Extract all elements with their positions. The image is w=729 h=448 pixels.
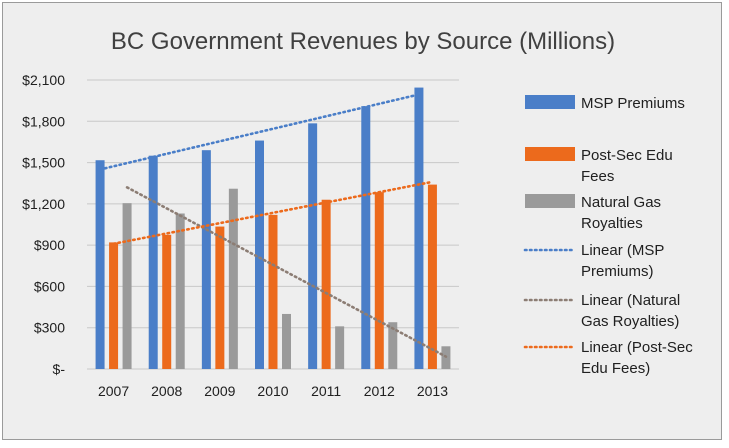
bar-post-sec-edu-fees-2010 xyxy=(268,214,278,369)
legend-label: Post-Sec Edu xyxy=(581,147,673,164)
bar-msp-premiums-2010 xyxy=(255,140,264,369)
chart-svg: BC Government Revenues by Source (Millio… xyxy=(22,28,693,399)
bar-msp-premiums-2011 xyxy=(308,123,318,369)
legend-swatch xyxy=(525,95,575,109)
bar-post-sec-edu-fees-2012 xyxy=(374,192,384,369)
x-tick-label: 2008 xyxy=(151,383,182,399)
bar-natural-gas-royalties-2007 xyxy=(122,203,132,369)
legend-label: Linear (MSP xyxy=(581,242,664,259)
chart-title: BC Government Revenues by Source (Millio… xyxy=(111,28,615,55)
y-axis-ticks: $- $300 $600 $900 $1,200 $1,500 $1,800 $2,100 xyxy=(22,72,65,377)
bar-msp-premiums-2013 xyxy=(414,87,424,370)
x-tick-label: 2007 xyxy=(98,383,129,399)
legend-label: Natural Gas xyxy=(581,194,661,211)
x-tick-label: 2010 xyxy=(257,383,288,399)
chart-frame: BC Government Revenues by Source (Millio… xyxy=(2,2,722,440)
trendline-natural-gas-royalties xyxy=(125,186,448,358)
legend-label: Fees xyxy=(581,168,614,185)
legend-label: Gas Royalties) xyxy=(581,313,679,330)
bar-msp-premiums-2008 xyxy=(148,155,158,369)
y-tick-label: $600 xyxy=(34,278,65,294)
x-tick-label: 2011 xyxy=(311,383,341,399)
bar-natural-gas-royalties-2009 xyxy=(228,188,238,369)
trendlines xyxy=(98,93,448,358)
y-tick-label: $1,800 xyxy=(22,113,65,129)
bar-post-sec-edu-fees-2013 xyxy=(427,184,437,369)
bar-post-sec-edu-fees-2009 xyxy=(215,226,225,369)
legend: MSP Premiums Post-Sec Edu Fees Natural Gas R… xyxy=(523,95,693,377)
bar-natural-gas-royalties-2008 xyxy=(175,213,185,369)
bar-post-sec-edu-fees-2007 xyxy=(109,242,119,369)
x-axis-ticks: 2007 2008 2009 2010 2011 2012 2013 xyxy=(98,383,448,399)
bar-msp-premiums-2012 xyxy=(361,106,371,370)
bar-msp-premiums-2007 xyxy=(95,160,105,369)
trendline-msp-premiums xyxy=(98,93,421,171)
legend-swatch xyxy=(525,147,575,161)
legend-label: Premiums) xyxy=(581,263,654,280)
legend-label: MSP Premiums xyxy=(581,95,685,112)
y-tick-label: $300 xyxy=(34,320,65,336)
legend-label: Linear (Post-Sec xyxy=(581,339,693,356)
bar-msp-premiums-2009 xyxy=(201,150,211,369)
y-tick-label: $1,200 xyxy=(22,196,65,212)
bar-natural-gas-royalties-2011 xyxy=(335,326,345,369)
bar-natural-gas-royalties-2010 xyxy=(282,313,291,369)
legend-swatch xyxy=(525,194,575,208)
bar-natural-gas-royalties-2012 xyxy=(388,322,398,369)
y-tick-label: $- xyxy=(53,361,66,377)
y-tick-label: $900 xyxy=(34,237,65,253)
bars xyxy=(95,87,451,370)
y-tick-label: $2,100 xyxy=(22,72,65,88)
y-tick-label: $1,500 xyxy=(22,155,65,171)
legend-label: Linear (Natural xyxy=(581,292,680,309)
legend-label: Edu Fees) xyxy=(581,360,650,377)
x-tick-label: 2012 xyxy=(364,383,395,399)
x-tick-label: 2013 xyxy=(417,383,448,399)
legend-label: Royalties xyxy=(581,215,643,232)
bar-post-sec-edu-fees-2011 xyxy=(321,199,331,369)
trendline-post-sec-edu-fees xyxy=(112,180,434,246)
x-tick-label: 2009 xyxy=(204,383,235,399)
bar-post-sec-edu-fees-2008 xyxy=(162,234,172,369)
